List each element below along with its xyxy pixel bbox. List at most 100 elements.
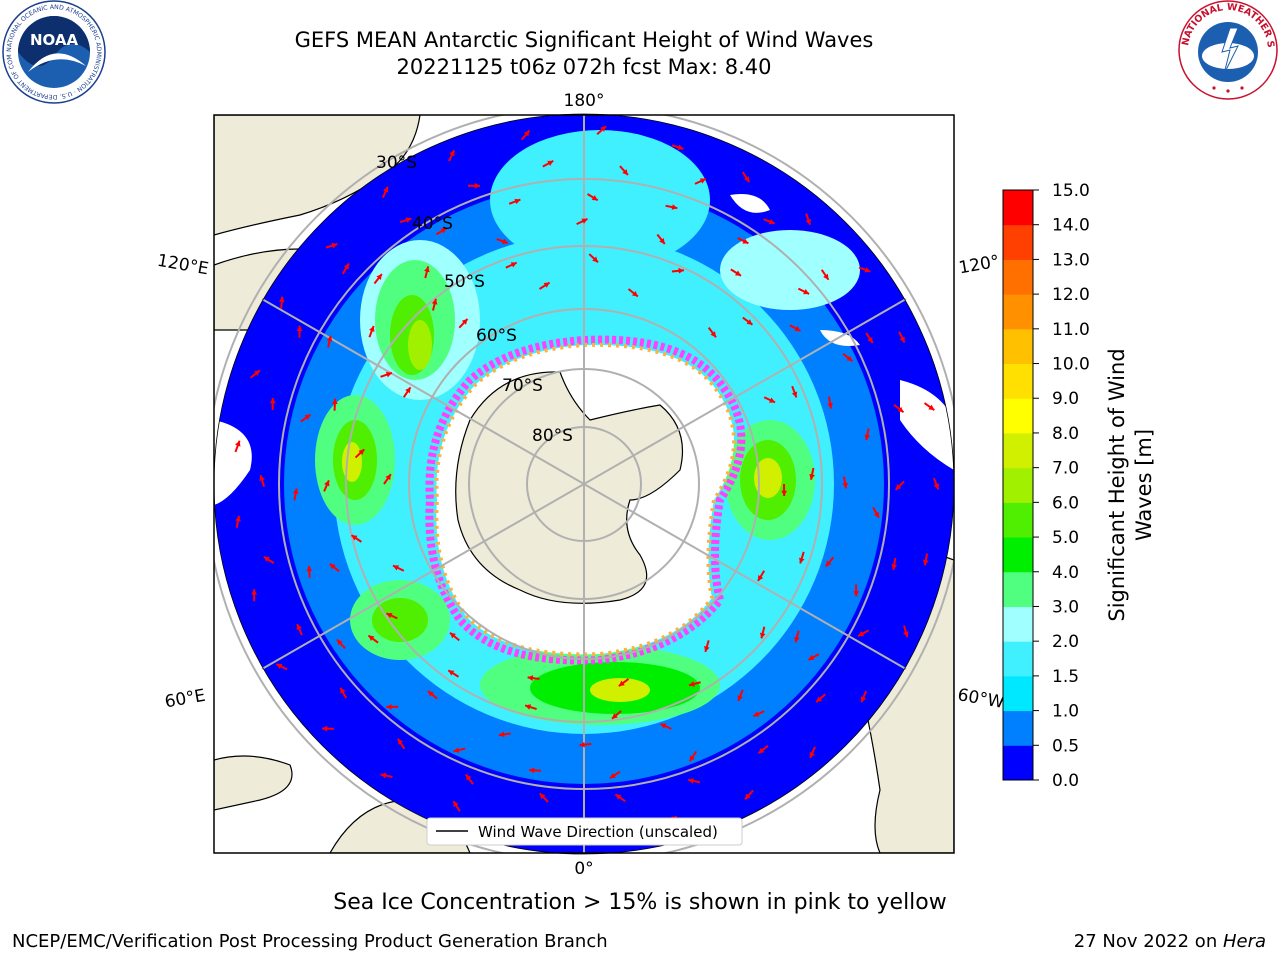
colorbar-swatch	[1003, 294, 1033, 330]
colorbar-swatch	[1003, 571, 1033, 607]
wind-arrow-head	[449, 150, 455, 157]
lon-label-upper-right: 120°	[957, 252, 1001, 279]
wind-arrow-head	[474, 182, 481, 189]
colorbar-tick-label: 5.0	[1052, 528, 1079, 548]
wind-arrow-head	[296, 624, 302, 630]
wind-arrow-head	[794, 325, 801, 331]
wind-arrow-head	[581, 218, 588, 224]
colorbar-tick-label: 14.0	[1052, 216, 1090, 236]
wind-arrow-head	[448, 670, 455, 676]
wind-arrow-head	[329, 563, 336, 570]
wind-arrow-head	[431, 298, 438, 305]
wind-arrow-head	[791, 391, 798, 398]
colorbar-swatch	[1003, 432, 1033, 469]
wind-arrow-head	[498, 731, 505, 738]
chart-subtitle: 20221125 t06z 072h fcst Max: 8.40	[396, 55, 772, 79]
wind-arrow-head	[461, 318, 468, 325]
wind-arrow-head	[343, 263, 349, 270]
wind-arrow-head	[591, 195, 598, 201]
wind-arrow-head	[336, 639, 343, 646]
colorbar-label-line2: Waves [m]	[1132, 429, 1156, 541]
wind-arrow-head	[368, 635, 375, 641]
wind-arrow-head	[744, 793, 751, 800]
wind-arrow-head	[376, 274, 382, 280]
machine-name: Hera	[1222, 931, 1266, 952]
colorbar-tick-label: 12.0	[1052, 285, 1090, 305]
colorbar-tick-label: 1.5	[1052, 667, 1079, 687]
wind-arrow-head	[710, 331, 716, 338]
colorbar-swatch	[1003, 363, 1033, 399]
date-text: 27 Nov 2022 on	[1073, 931, 1223, 952]
sea-ice-and-antarctica	[425, 335, 746, 665]
wind-arrow-head	[321, 725, 328, 732]
wind-arrow-head	[759, 632, 766, 639]
colorbar-tick-label: 0.0	[1052, 771, 1079, 791]
wind-arrow-head	[825, 560, 832, 567]
wind-arrow-head	[805, 218, 812, 225]
wind-arrow-head	[539, 793, 546, 800]
legend-text: Wind Wave Direction (unscaled)	[478, 823, 718, 841]
colorbar-tick-label: 1.0	[1052, 702, 1079, 722]
wind-arrow-head	[688, 778, 694, 784]
colorbar-swatch	[1003, 467, 1033, 503]
wind-arrow-head	[385, 371, 392, 378]
wind-arrow-head	[326, 335, 333, 342]
colorbar-tick-label: 7.0	[1052, 459, 1079, 479]
wind-arrows	[234, 125, 940, 842]
wind-arrow-head	[659, 238, 665, 244]
wind-arrow-head	[631, 290, 638, 297]
wind-arrow-head	[743, 176, 750, 183]
wind-arrow-head	[769, 397, 776, 403]
lat-label-40s: 40°S	[412, 214, 453, 234]
wind-arrow-head	[251, 589, 258, 595]
wind-arrow-head	[263, 556, 270, 563]
wind-arrow-head	[864, 267, 871, 273]
wind-arrow-head	[611, 713, 618, 719]
wind-arrow-head	[449, 632, 456, 639]
wind-arrow-head	[867, 336, 873, 343]
colorbar-tick-label: 9.0	[1052, 389, 1079, 409]
wind-arrow-head	[891, 564, 898, 570]
wind-arrow-head	[768, 218, 775, 225]
sea-ice-note: Sea Ice Concentration > 15% is shown in …	[333, 890, 947, 915]
wind-arrow-head	[592, 256, 599, 263]
wind-arrow-head	[529, 767, 535, 774]
wind-arrow-head	[757, 575, 764, 582]
noaa-logo: NATIONAL OCEANIC AND ATMOSPHERIC ADMINIS…	[2, 0, 106, 104]
wind-arrow-head	[853, 591, 860, 597]
colorbar-tick-label: 10.0	[1052, 355, 1090, 375]
lon-label-bottom: 0°	[574, 859, 593, 879]
map-frame	[213, 114, 955, 854]
wind-arrow-head	[386, 704, 392, 710]
map-legend: Wind Wave Direction (unscaled)	[426, 817, 743, 846]
wind-arrow-head	[737, 695, 743, 702]
lat-label-60s: 60°S	[476, 326, 517, 346]
wind-arrow-head	[758, 747, 765, 754]
colorbar-tick-label: 3.0	[1052, 597, 1079, 617]
wind-arrow-head	[269, 398, 276, 404]
wind-arrow-head	[324, 480, 330, 487]
wind-arrow-head	[340, 687, 346, 694]
wind-arrow-head	[808, 654, 815, 661]
wind-arrow-head	[897, 406, 904, 413]
graticule	[214, 115, 954, 853]
colorbar-tick-label: 8.0	[1052, 424, 1079, 444]
colorbar-swatch	[1003, 398, 1033, 434]
wind-arrow-head	[678, 267, 684, 274]
wind-arrow-head	[405, 217, 412, 223]
wind-arrow-head	[351, 535, 358, 541]
wind-arrow-head	[742, 238, 749, 244]
wind-arrow-head	[809, 751, 815, 758]
wind-arrow-head	[525, 704, 532, 710]
colorbar-tick-label: 4.0	[1052, 563, 1079, 583]
nws-logo: NATIONAL WEATHER SERVICE	[1178, 0, 1278, 100]
colorbar-label-line1: Significant Height of Wind	[1105, 348, 1129, 621]
wind-arrow-head	[405, 387, 411, 394]
wind-arrow-head	[873, 511, 879, 518]
wind-arrow-head	[933, 483, 940, 490]
wind-arrow-head	[510, 262, 517, 268]
colorbar-swatch	[1003, 537, 1033, 573]
wind-arrow-head	[600, 126, 607, 132]
wind-arrow-head	[369, 325, 375, 332]
colorbar-frame	[1002, 189, 1034, 781]
